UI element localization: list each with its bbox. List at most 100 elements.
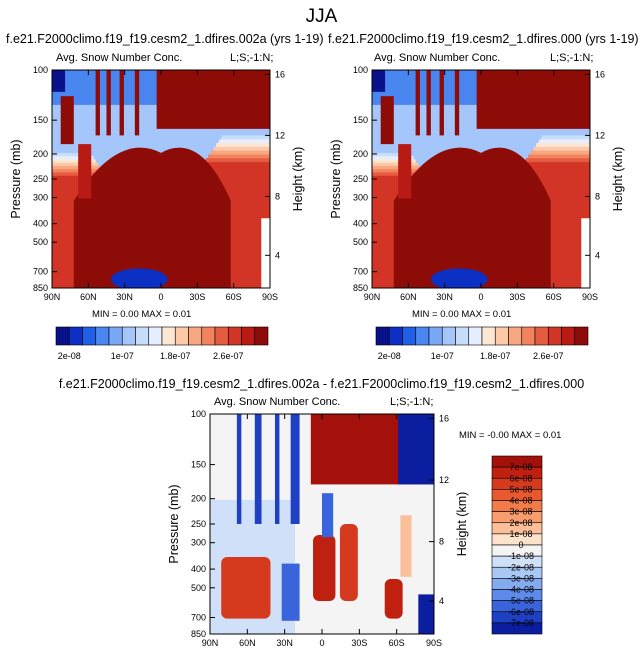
corner-label-2: L;S;-1:N; (550, 52, 594, 64)
colorbar-label: 2e-08 (378, 351, 401, 361)
field-streak (415, 70, 420, 136)
colorbar-swatch (201, 326, 216, 346)
colorbar-swatch (402, 326, 417, 346)
field-upper-red-south (156, 70, 270, 129)
x-tick-label: 90S (426, 638, 442, 648)
colorbar-swatch (254, 326, 269, 346)
colorbar-label: -3e-08 (508, 573, 534, 583)
colorbar-swatch (388, 326, 403, 346)
x-tick-label: 60S (389, 638, 405, 648)
chart-2 (371, 69, 591, 346)
field-north-wedge (52, 165, 111, 288)
field-upper-red-north (380, 96, 394, 145)
y2-tick-label: 8 (275, 191, 280, 201)
y2-tick-label: 12 (595, 130, 605, 140)
y2-tick-label: 4 (595, 250, 600, 260)
field-north-wedge (372, 169, 433, 288)
field-north-wedge (52, 175, 116, 288)
y-tick-label: 200 (191, 494, 206, 504)
colorbar-label: 2.6e-07 (533, 351, 564, 361)
field-north-wedge (372, 175, 436, 288)
y-tick-label: 100 (191, 409, 206, 419)
x-tick-label: 30N (276, 638, 293, 648)
colorbar-swatch (82, 326, 97, 346)
x-tick-label: 60S (226, 292, 242, 302)
field-surface-pool (430, 268, 488, 288)
colorbar-swatch (547, 326, 562, 346)
colorbar-swatch (68, 326, 83, 346)
x-tick-label: 30N (436, 292, 453, 302)
colorbar-label: -6e-08 (508, 607, 534, 617)
colorbar-swatch (491, 500, 543, 512)
field-south-wedge (187, 135, 270, 288)
colorbar-swatch (491, 533, 543, 546)
minmax-2: MIN = 0.00 MAX = 0.01 (412, 309, 512, 320)
colorbar-label: 0 (518, 540, 523, 550)
colorbar-swatch (428, 326, 443, 346)
y-tick-label: 200 (33, 149, 48, 159)
colorbar-swatch (491, 522, 543, 535)
field-streak (254, 414, 262, 524)
field-north-wedge (372, 162, 430, 288)
y2-tick-label: 12 (275, 130, 285, 140)
colorbar-swatch (534, 326, 549, 346)
y-tick-label: 150 (33, 115, 48, 125)
y-tick-label: 700 (33, 267, 48, 277)
field-streak (95, 70, 100, 136)
y-tick-label: 700 (191, 613, 206, 623)
chart-1 (51, 69, 271, 346)
y-tick-label: 850 (353, 283, 368, 293)
field-south-wedge (183, 146, 270, 288)
field-upper-band (372, 70, 590, 105)
colorbar-swatch (227, 326, 242, 346)
colorbar-swatch (468, 326, 483, 346)
y-tick-label: 300 (191, 538, 206, 548)
x-tick-label: 90N (364, 292, 381, 302)
field-north-wedge (52, 152, 105, 288)
x-tick-label: 90S (582, 292, 598, 302)
x-tick-label: 60N (80, 292, 97, 302)
colorbar-label: 2e-08 (58, 351, 81, 361)
x-tick-label: 30S (189, 292, 205, 302)
field-north-wedge (372, 159, 428, 288)
field-streak (454, 70, 460, 136)
colorbar-label: 1e-08 (509, 529, 532, 539)
field-south-wedge (504, 143, 590, 288)
field-south-wedge (498, 158, 590, 288)
y-tick-label: 250 (353, 174, 368, 184)
field-streak (106, 70, 111, 136)
x-tick-label: 0 (158, 292, 163, 302)
field-north-neg (210, 499, 296, 634)
field-surface-pool (110, 268, 168, 288)
field-streak (134, 70, 140, 136)
plot-title-2: Avg. Snow Number Conc. (374, 52, 501, 64)
field-north-wedge (52, 172, 115, 288)
corner-label-3: L;S;-1:N; (390, 396, 434, 408)
y-tick-label: 500 (191, 583, 206, 593)
y-tick-label: 700 (353, 267, 368, 277)
colorbar-swatch (214, 326, 229, 346)
y-tick-label: 100 (33, 65, 48, 75)
plot-frame (209, 413, 435, 635)
field-upper-red-south (310, 414, 434, 485)
colorbar-swatch (491, 589, 543, 601)
y-tick-label: 400 (191, 564, 206, 574)
y-tick-label: 500 (33, 237, 48, 247)
colorbar-swatch (241, 326, 256, 346)
field-north-wedge (52, 156, 106, 288)
field-south-wedge (181, 150, 270, 288)
field-streak (119, 70, 124, 136)
y-tick-label: 150 (353, 115, 368, 125)
colorbar-swatch (121, 326, 136, 346)
field-blob (221, 557, 271, 619)
y2-axis-title: Height (km) (291, 147, 305, 212)
colorbar-swatch (148, 326, 163, 346)
x-tick-label: 90S (262, 292, 278, 302)
y2-tick-label: 4 (439, 596, 444, 606)
case-title-3: f.e21.F2000climo.f19_f19.cesm2_1.dfires.… (58, 377, 585, 391)
colorbar-label: 1e-07 (431, 351, 454, 361)
field-tropospheric-core (73, 147, 231, 288)
field-north-wedge (372, 152, 425, 288)
y-tick-label: 200 (353, 149, 368, 159)
colorbar-swatch (491, 544, 543, 557)
